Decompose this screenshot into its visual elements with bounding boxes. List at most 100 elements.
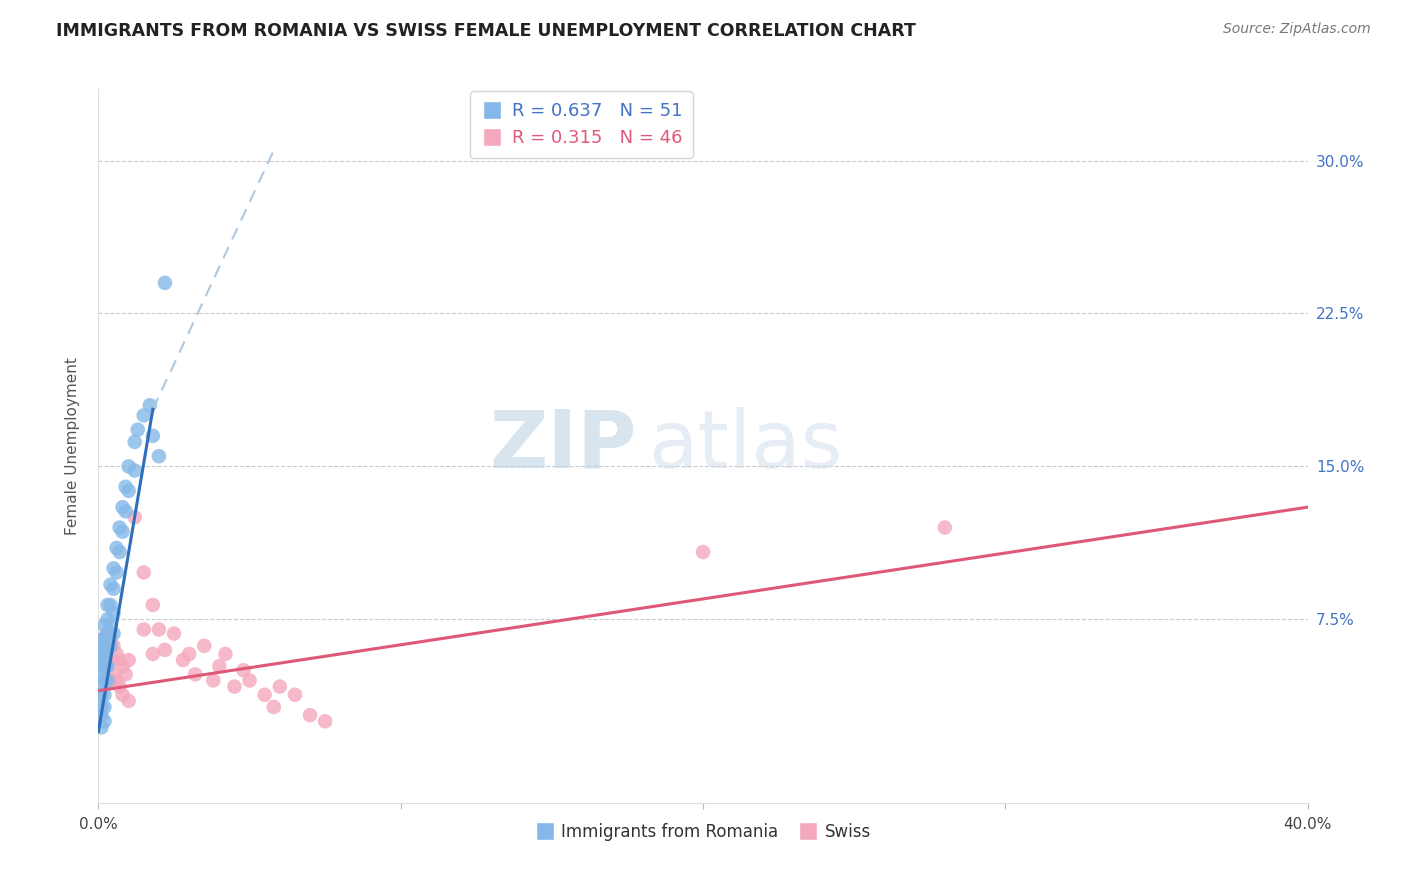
Text: Source: ZipAtlas.com: Source: ZipAtlas.com <box>1223 22 1371 37</box>
Point <box>253 688 276 702</box>
Point <box>108 545 131 559</box>
Point <box>96 643 118 657</box>
Point <box>93 700 115 714</box>
Point <box>284 688 307 702</box>
Point <box>148 623 170 637</box>
Point <box>103 626 125 640</box>
Point <box>105 541 128 555</box>
Point <box>103 582 125 596</box>
Point <box>96 659 118 673</box>
Point <box>103 667 125 681</box>
Point <box>179 647 201 661</box>
Point <box>90 708 112 723</box>
Point <box>132 623 155 637</box>
Point <box>93 632 115 647</box>
Point <box>299 708 322 723</box>
Point <box>114 667 136 681</box>
Point <box>90 659 112 673</box>
Point <box>105 673 128 688</box>
Point <box>111 659 134 673</box>
Point <box>108 520 131 534</box>
Point <box>239 673 262 688</box>
Point <box>127 423 149 437</box>
Point <box>108 653 131 667</box>
Point <box>96 626 118 640</box>
Point <box>208 659 231 673</box>
Point <box>232 663 254 677</box>
Point <box>103 561 125 575</box>
Point <box>93 659 115 673</box>
Point <box>148 449 170 463</box>
Point <box>93 618 115 632</box>
Point <box>314 714 336 729</box>
Point <box>100 673 122 688</box>
Point <box>142 647 165 661</box>
Point <box>87 643 110 657</box>
Point <box>90 667 112 681</box>
Point <box>269 680 291 694</box>
Point <box>93 653 115 667</box>
Point <box>163 626 186 640</box>
Point <box>90 688 112 702</box>
Point <box>90 700 112 714</box>
Point <box>132 566 155 580</box>
Point <box>87 653 110 667</box>
Point <box>118 694 141 708</box>
Point <box>118 459 141 474</box>
Point <box>114 504 136 518</box>
Point <box>105 647 128 661</box>
Point <box>172 653 194 667</box>
Point <box>96 598 118 612</box>
Point <box>124 510 146 524</box>
Point <box>96 612 118 626</box>
Text: IMMIGRANTS FROM ROMANIA VS SWISS FEMALE UNEMPLOYMENT CORRELATION CHART: IMMIGRANTS FROM ROMANIA VS SWISS FEMALE … <box>56 22 917 40</box>
Point <box>103 639 125 653</box>
Y-axis label: Female Unemployment: Female Unemployment <box>65 357 80 535</box>
Legend: Immigrants from Romania, Swiss: Immigrants from Romania, Swiss <box>529 817 877 848</box>
Text: atlas: atlas <box>648 407 844 485</box>
Point <box>139 398 162 412</box>
Point <box>90 632 112 647</box>
Point <box>124 434 146 449</box>
Point <box>100 632 122 647</box>
Point <box>111 500 134 515</box>
Point <box>103 606 125 620</box>
Point <box>114 480 136 494</box>
Point <box>93 688 115 702</box>
Point <box>263 700 285 714</box>
Point <box>108 680 131 694</box>
Point <box>100 639 122 653</box>
Point <box>90 647 112 661</box>
Point <box>90 720 112 734</box>
Point <box>124 463 146 477</box>
Point <box>132 409 155 423</box>
Point <box>100 618 122 632</box>
Point <box>90 632 112 647</box>
Point <box>153 276 176 290</box>
Point <box>202 673 225 688</box>
Point <box>96 626 118 640</box>
Point <box>100 598 122 612</box>
Point <box>142 429 165 443</box>
Point <box>96 643 118 657</box>
Point <box>934 520 956 534</box>
Point <box>153 643 176 657</box>
Point <box>118 483 141 498</box>
Point <box>93 643 115 657</box>
Point <box>111 524 134 539</box>
Point <box>100 577 122 591</box>
Point <box>193 639 215 653</box>
Point <box>118 653 141 667</box>
Point <box>93 647 115 661</box>
Point <box>214 647 236 661</box>
Point <box>93 673 115 688</box>
Text: ZIP: ZIP <box>489 407 637 485</box>
Point <box>184 667 207 681</box>
Point <box>96 659 118 673</box>
Point <box>224 680 246 694</box>
Point <box>100 653 122 667</box>
Point <box>96 673 118 688</box>
Point <box>90 680 112 694</box>
Point <box>105 566 128 580</box>
Point <box>142 598 165 612</box>
